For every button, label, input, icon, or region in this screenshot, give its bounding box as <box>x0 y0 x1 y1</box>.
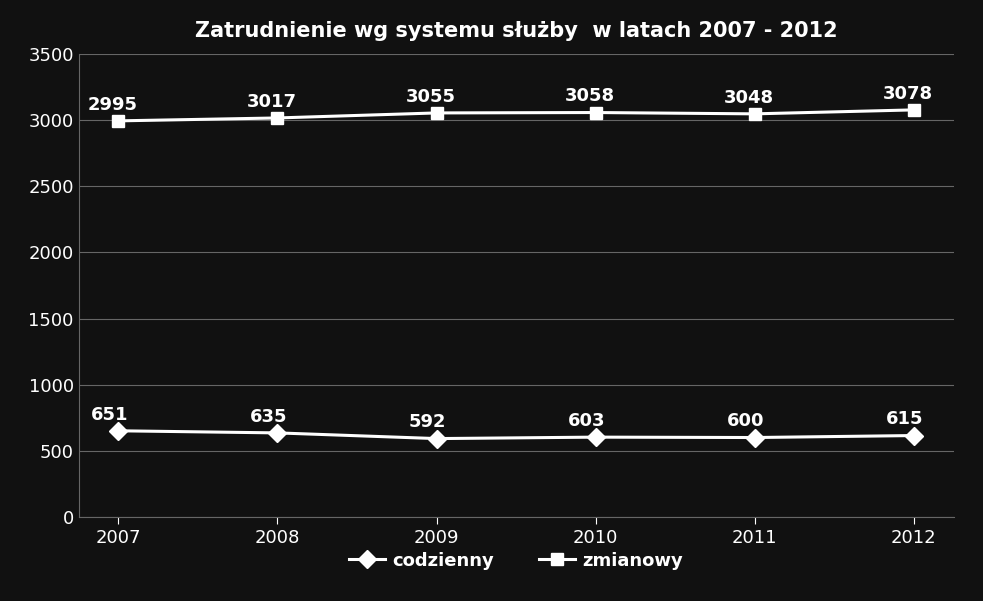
Text: 603: 603 <box>568 412 606 430</box>
Title: Zatrudnienie wg systemu służby  w latach 2007 - 2012: Zatrudnienie wg systemu służby w latach … <box>195 22 838 41</box>
codzienny <box>749 434 761 441</box>
codzienny <box>590 433 602 441</box>
zmianowy <box>590 109 602 116</box>
Text: 3017: 3017 <box>247 93 297 111</box>
Line: codzienny: codzienny <box>112 424 920 445</box>
Text: 2995: 2995 <box>87 96 138 114</box>
zmianowy <box>908 106 920 114</box>
Text: 3078: 3078 <box>883 85 933 103</box>
zmianowy <box>271 114 283 121</box>
Text: 615: 615 <box>886 410 923 429</box>
codzienny <box>112 427 124 435</box>
codzienny <box>431 435 442 442</box>
Text: 3055: 3055 <box>406 88 456 106</box>
Text: 3048: 3048 <box>724 89 775 107</box>
Text: 3058: 3058 <box>565 87 615 105</box>
zmianowy <box>749 110 761 117</box>
Text: 600: 600 <box>726 412 765 430</box>
Line: zmianowy: zmianowy <box>112 103 920 127</box>
codzienny <box>908 432 920 439</box>
Text: 592: 592 <box>409 413 446 432</box>
Legend: codzienny, zmianowy: codzienny, zmianowy <box>342 545 690 577</box>
Text: 635: 635 <box>250 408 287 426</box>
zmianowy <box>112 117 124 124</box>
codzienny <box>271 429 283 436</box>
zmianowy <box>431 109 442 117</box>
Text: 651: 651 <box>90 406 128 424</box>
